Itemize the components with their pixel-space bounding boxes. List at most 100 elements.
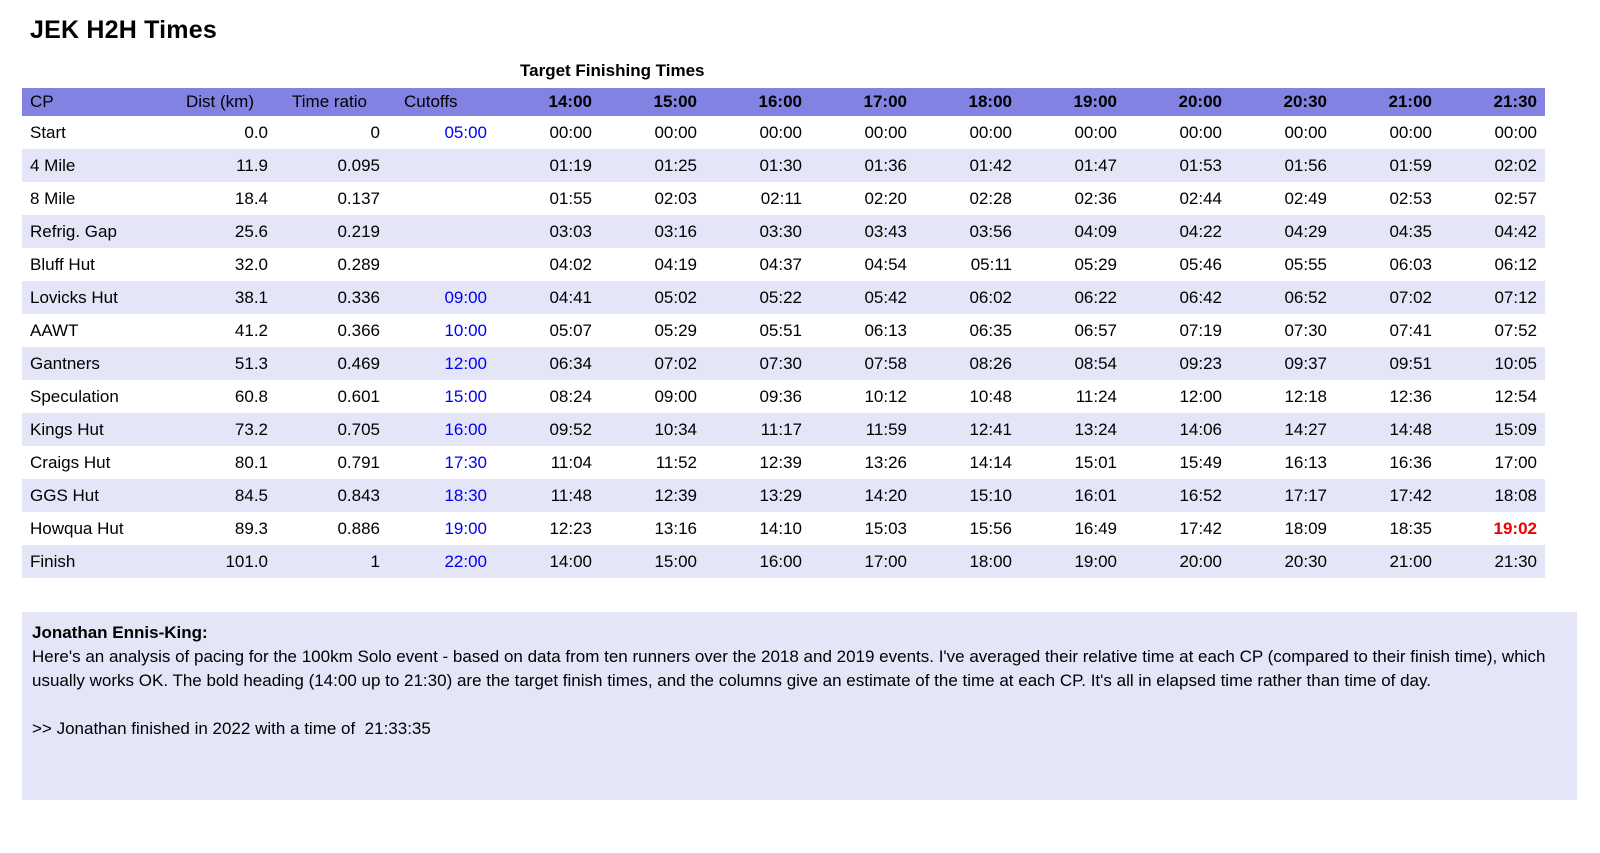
cell-time: 14:20: [864, 485, 907, 505]
table-row: 8 Mile 18.4 0.137 01:55 02:03 02:11 02:20 02:28…: [22, 182, 1545, 215]
cell-time: 14:27: [1284, 419, 1327, 439]
cell-time: 12:39: [654, 485, 697, 505]
cell-dist: 25.6: [234, 221, 268, 241]
cell-time: 06:42: [1179, 287, 1222, 307]
cell-dist: 60.8: [234, 386, 268, 406]
cell-dist: 18.4: [234, 188, 268, 208]
table-row: Speculation 60.8 0.601 15:00 08:24 09:00 09:36…: [22, 380, 1545, 413]
table-row: Refrig. Gap 25.6 0.219 03:03 03:16 03:30 03:43…: [22, 215, 1545, 248]
cell-time: 02:53: [1389, 188, 1432, 208]
cell-time: 17:17: [1284, 485, 1327, 505]
cell-cp: Kings Hut: [30, 419, 104, 439]
cell-cp: Lovicks Hut: [30, 287, 118, 307]
cell-time: 14:06: [1179, 419, 1222, 439]
cell-time: 02:44: [1179, 188, 1222, 208]
cell-time: 18:08: [1494, 485, 1537, 505]
cell-time-ratio: 0.601: [337, 386, 380, 406]
cell-cutoff: 22:00: [444, 551, 487, 571]
cell-time: 03:56: [969, 221, 1012, 241]
cell-time-ratio: 0: [370, 122, 380, 142]
cell-time-ratio: 0.366: [337, 320, 380, 340]
cell-cutoff: 17:30: [444, 452, 487, 472]
cell-time: 13:24: [1074, 419, 1117, 439]
cell-time: 07:41: [1389, 320, 1432, 340]
cell-time: 12:36: [1389, 386, 1432, 406]
cell-time: 15:49: [1179, 452, 1222, 472]
page: JEK H2H Times Target Finishing Times CP …: [0, 16, 1600, 800]
table-row: Bluff Hut 32.0 0.289 04:02 04:19 04:37 04:54 05…: [22, 248, 1545, 281]
cell-time-ratio: 0.886: [337, 518, 380, 538]
cell-time: 18:35: [1389, 518, 1432, 538]
cell-time-ratio: 0.705: [337, 419, 380, 439]
cell-time: 19:00: [1074, 551, 1117, 571]
cell-cutoff: 12:00: [444, 353, 487, 373]
cell-cutoff: [388, 182, 495, 215]
cell-time: 05:07: [549, 320, 592, 340]
cell-time: 21:30: [1494, 551, 1537, 571]
cell-cp: Finish: [30, 551, 76, 571]
cell-time: 01:59: [1389, 155, 1432, 175]
cell-time-ratio: 0.336: [337, 287, 380, 307]
cell-time: 10:12: [864, 386, 907, 406]
cell-time: 02:49: [1284, 188, 1327, 208]
cell-time: 13:26: [864, 452, 907, 472]
cell-time: 07:52: [1494, 320, 1537, 340]
cell-time: 05:02: [654, 287, 697, 307]
cell-time: 06:13: [864, 320, 907, 340]
cell-cutoff: 05:00: [444, 122, 487, 142]
cell-dist: 32.0: [234, 254, 268, 274]
table-row: Kings Hut 73.2 0.705 16:00 09:52 10:34 11:17 11…: [22, 413, 1545, 446]
comment-body: Here's an analysis of pacing for the 100…: [32, 647, 1551, 690]
cell-time: 20:00: [1179, 551, 1222, 571]
cell-time-ratio: 0.137: [337, 188, 380, 208]
cell-time: 16:36: [1389, 452, 1432, 472]
cell-cp: 8 Mile: [30, 188, 76, 208]
cell-time: 17:00: [864, 551, 907, 571]
cell-cp: Start: [30, 122, 66, 142]
cell-time: 06:57: [1074, 320, 1117, 340]
cell-time: 06:12: [1494, 254, 1537, 274]
cell-time-ratio: 1: [370, 551, 380, 571]
cell-time: 12:41: [969, 419, 1012, 439]
cell-time: 02:03: [654, 188, 697, 208]
header-target-time: 15:00: [600, 88, 705, 116]
cell-time: 02:28: [969, 188, 1012, 208]
header-target-time: 16:00: [705, 88, 810, 116]
cell-dist: 73.2: [234, 419, 268, 439]
cell-time: 05:11: [970, 254, 1012, 274]
cell-time-ratio: 0.469: [337, 353, 380, 373]
table-row: GGS Hut 84.5 0.843 18:30 11:48 12:39 13:29 14:2…: [22, 479, 1545, 512]
cell-cp: Refrig. Gap: [30, 221, 117, 241]
cell-time: 18:00: [969, 551, 1012, 571]
cell-time: 05:29: [1074, 254, 1117, 274]
cell-time: 00:00: [969, 122, 1012, 142]
cell-time: 02:20: [864, 188, 907, 208]
cell-time-ratio: 0.095: [337, 155, 380, 175]
table-row: Gantners 51.3 0.469 12:00 06:34 07:02 07:30 07:…: [22, 347, 1545, 380]
cell-time: 17:00: [1494, 452, 1537, 472]
cell-time: 01:36: [864, 155, 907, 175]
cell-time: 11:17: [760, 419, 802, 439]
cell-time-ratio: 0.791: [337, 452, 380, 472]
cell-cp: Bluff Hut: [30, 254, 95, 274]
cell-time: 04:42: [1494, 221, 1537, 241]
cell-time: 14:00: [549, 551, 592, 571]
cell-cutoff: [388, 149, 495, 182]
cell-time: 07:19: [1179, 320, 1222, 340]
cell-time: 00:00: [549, 122, 592, 142]
cell-time: 00:00: [864, 122, 907, 142]
cell-time: 02:02: [1494, 155, 1537, 175]
cell-time: 12:18: [1284, 386, 1327, 406]
cell-time: 09:36: [759, 386, 802, 406]
header-time-ratio: Time ratio: [276, 88, 388, 116]
cell-cutoff: 19:00: [444, 518, 487, 538]
cell-cutoff: [388, 248, 495, 281]
cell-time: 12:23: [549, 518, 592, 538]
cell-time: 07:30: [759, 353, 802, 373]
cell-time: 04:35: [1389, 221, 1432, 241]
cell-cutoff: [388, 215, 495, 248]
cell-dist: 0.0: [244, 122, 268, 142]
cell-time: 04:37: [759, 254, 802, 274]
cell-time: 01:30: [759, 155, 802, 175]
cell-time: 14:10: [759, 518, 802, 538]
